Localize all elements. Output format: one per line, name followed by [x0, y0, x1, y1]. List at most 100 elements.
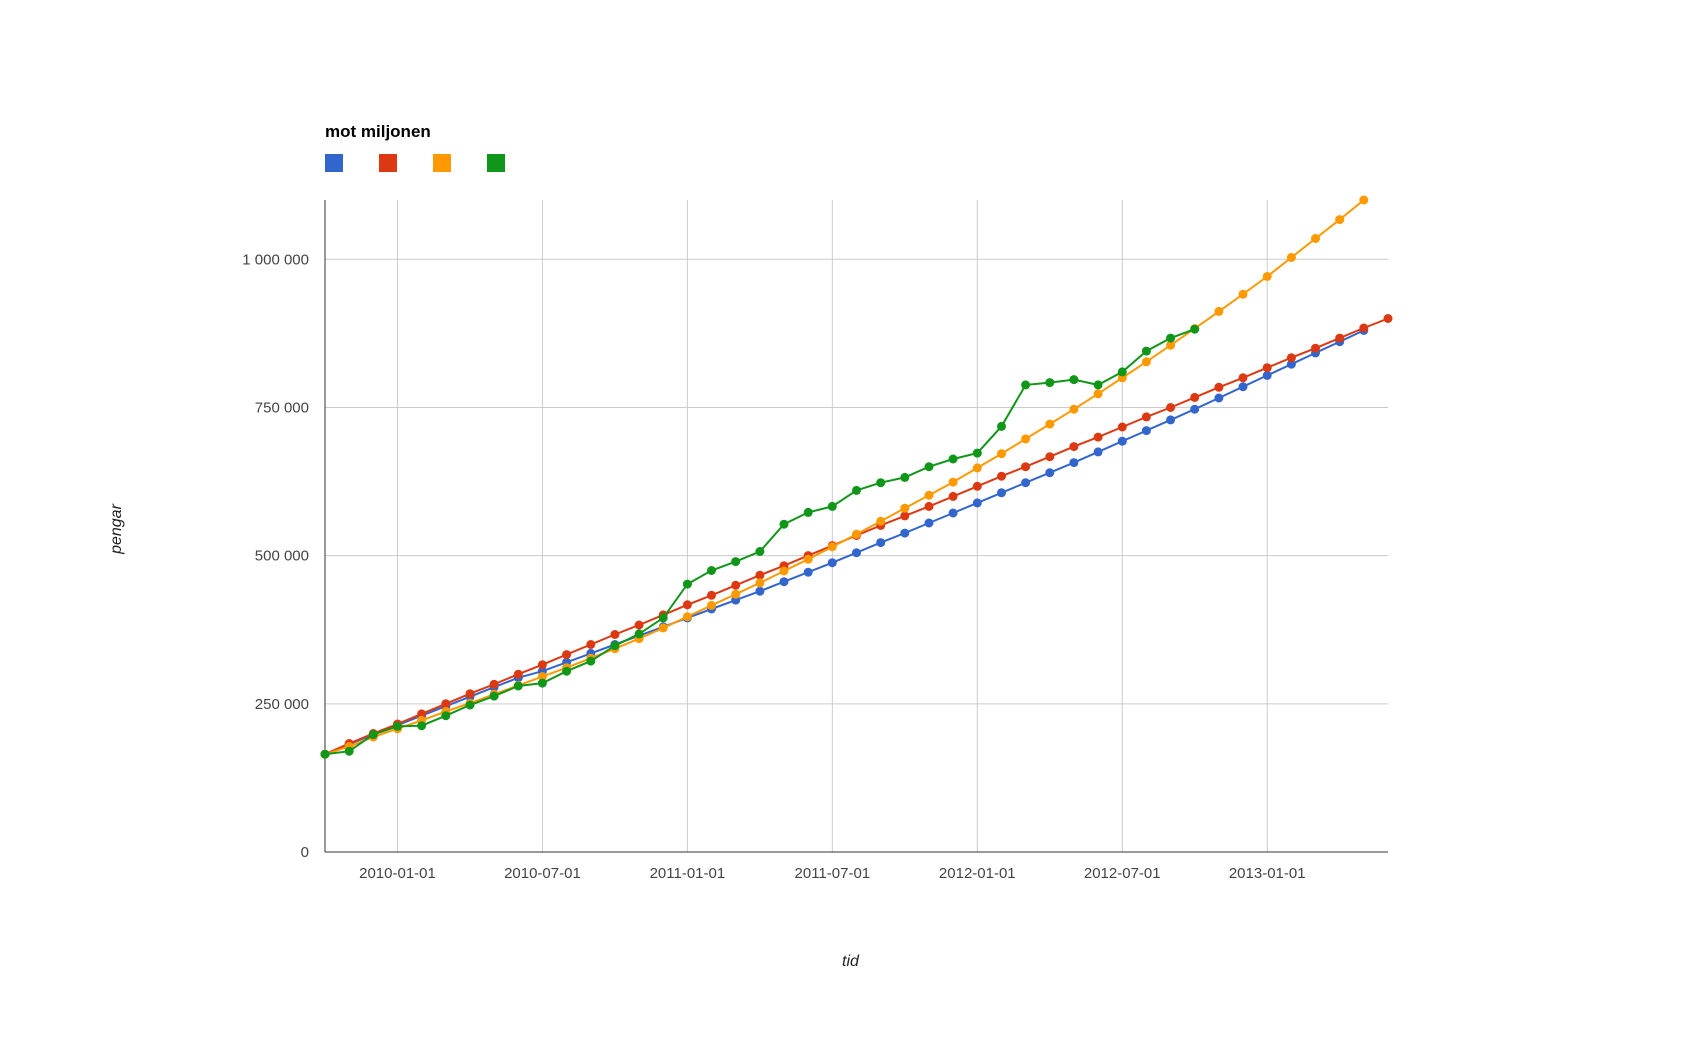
data-point — [634, 629, 644, 639]
x-tick-label: 2010-07-01 — [504, 865, 581, 882]
data-point — [1214, 393, 1224, 403]
data-point — [417, 709, 427, 719]
data-point — [1286, 359, 1296, 369]
data-point — [997, 449, 1006, 459]
data-point — [1286, 253, 1296, 262]
data-point — [1093, 380, 1103, 390]
data-point — [513, 681, 523, 691]
data-point — [368, 730, 378, 740]
tick-labels: 0 250 000 500 000 750 000 1 000 000 2010-01-0… — [242, 251, 1305, 882]
data-point — [1214, 382, 1224, 392]
data-point — [1262, 272, 1272, 281]
data-point — [658, 623, 668, 633]
data-point — [417, 721, 427, 731]
data-point — [1021, 478, 1031, 488]
data-point — [852, 529, 861, 539]
data-point — [1359, 323, 1369, 333]
data-point — [876, 478, 886, 488]
series-line — [324, 199, 1365, 756]
data-point — [682, 600, 692, 610]
data-point — [1166, 340, 1176, 350]
x-axis-title: tid — [842, 953, 859, 970]
y-tick-label: 500 000 — [255, 548, 309, 565]
data-point — [852, 548, 861, 558]
data-point — [779, 566, 789, 576]
data-point — [537, 678, 547, 688]
data-point — [803, 567, 813, 577]
data-point — [441, 711, 451, 721]
data-point — [924, 501, 934, 511]
data-point — [1069, 404, 1079, 414]
data-point — [1117, 367, 1127, 377]
data-point — [731, 589, 741, 599]
data-point — [1141, 412, 1151, 422]
data-point — [610, 641, 620, 651]
data-point — [1166, 403, 1176, 412]
data-point — [1238, 382, 1248, 392]
data-point — [489, 679, 499, 689]
y-axis-title: pengar — [107, 504, 125, 554]
data-point — [755, 570, 765, 580]
x-tick-label: 2010-01-01 — [359, 865, 436, 882]
data-point — [1021, 462, 1031, 472]
grid — [325, 200, 1388, 852]
data-point — [1190, 324, 1200, 334]
data-point — [900, 528, 910, 538]
data-point — [972, 498, 982, 508]
data-point — [900, 503, 910, 513]
data-point — [1093, 447, 1103, 457]
data-point — [1093, 432, 1103, 442]
data-point — [876, 538, 886, 548]
data-point — [658, 613, 668, 623]
axes — [324, 200, 1388, 853]
data-point — [900, 511, 910, 521]
data-point — [1021, 380, 1031, 390]
data-point — [707, 566, 716, 575]
data-point — [586, 640, 596, 649]
series-line — [324, 329, 1365, 756]
x-tick-label: 2011-01-01 — [650, 865, 726, 882]
data-point — [755, 586, 765, 596]
data-point — [924, 518, 934, 528]
data-point — [586, 656, 596, 666]
data-point — [1045, 452, 1055, 462]
data-point — [948, 491, 958, 501]
data-point — [1045, 378, 1055, 388]
x-tick-label: 2013-01-01 — [1229, 865, 1306, 882]
data-point — [1045, 419, 1055, 429]
data-point — [1117, 436, 1127, 446]
data-point — [1238, 289, 1248, 299]
data-point — [1214, 306, 1224, 316]
data-point — [1069, 458, 1079, 468]
series-layer — [320, 195, 1393, 759]
y-tick-label: 750 000 — [255, 399, 309, 416]
data-point — [1069, 375, 1079, 385]
y-tick-label: 1 000 000 — [242, 251, 309, 268]
data-point — [779, 577, 789, 587]
legend-swatch-orange — [433, 154, 451, 172]
data-point — [1045, 468, 1055, 478]
data-point — [465, 689, 475, 699]
data-point — [1141, 426, 1151, 436]
data-point — [900, 472, 910, 482]
data-point — [1383, 314, 1393, 323]
data-point — [731, 557, 741, 567]
data-point — [1238, 373, 1248, 383]
data-point — [465, 700, 475, 710]
data-point — [755, 547, 765, 556]
data-point — [634, 620, 644, 630]
data-point — [707, 590, 716, 600]
data-point — [320, 749, 330, 759]
data-point — [876, 516, 886, 526]
data-point — [852, 485, 861, 495]
legend-swatch-red — [379, 154, 397, 172]
data-point — [924, 490, 934, 500]
data-point — [682, 612, 692, 622]
x-tick-label: 2012-01-01 — [939, 865, 1016, 882]
data-point — [1286, 353, 1296, 363]
data-point — [537, 660, 547, 670]
series-2 — [320, 195, 1369, 759]
data-point — [779, 519, 789, 529]
data-point — [610, 630, 620, 639]
series-3 — [320, 324, 1200, 759]
